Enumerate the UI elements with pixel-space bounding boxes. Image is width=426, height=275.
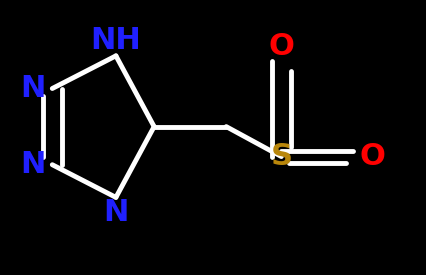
Text: N: N (20, 150, 46, 179)
Text: O: O (268, 32, 294, 61)
Text: NH: NH (90, 26, 141, 55)
Text: N: N (20, 74, 46, 103)
Text: S: S (270, 142, 292, 171)
Text: O: O (359, 142, 385, 171)
Text: N: N (103, 198, 128, 227)
